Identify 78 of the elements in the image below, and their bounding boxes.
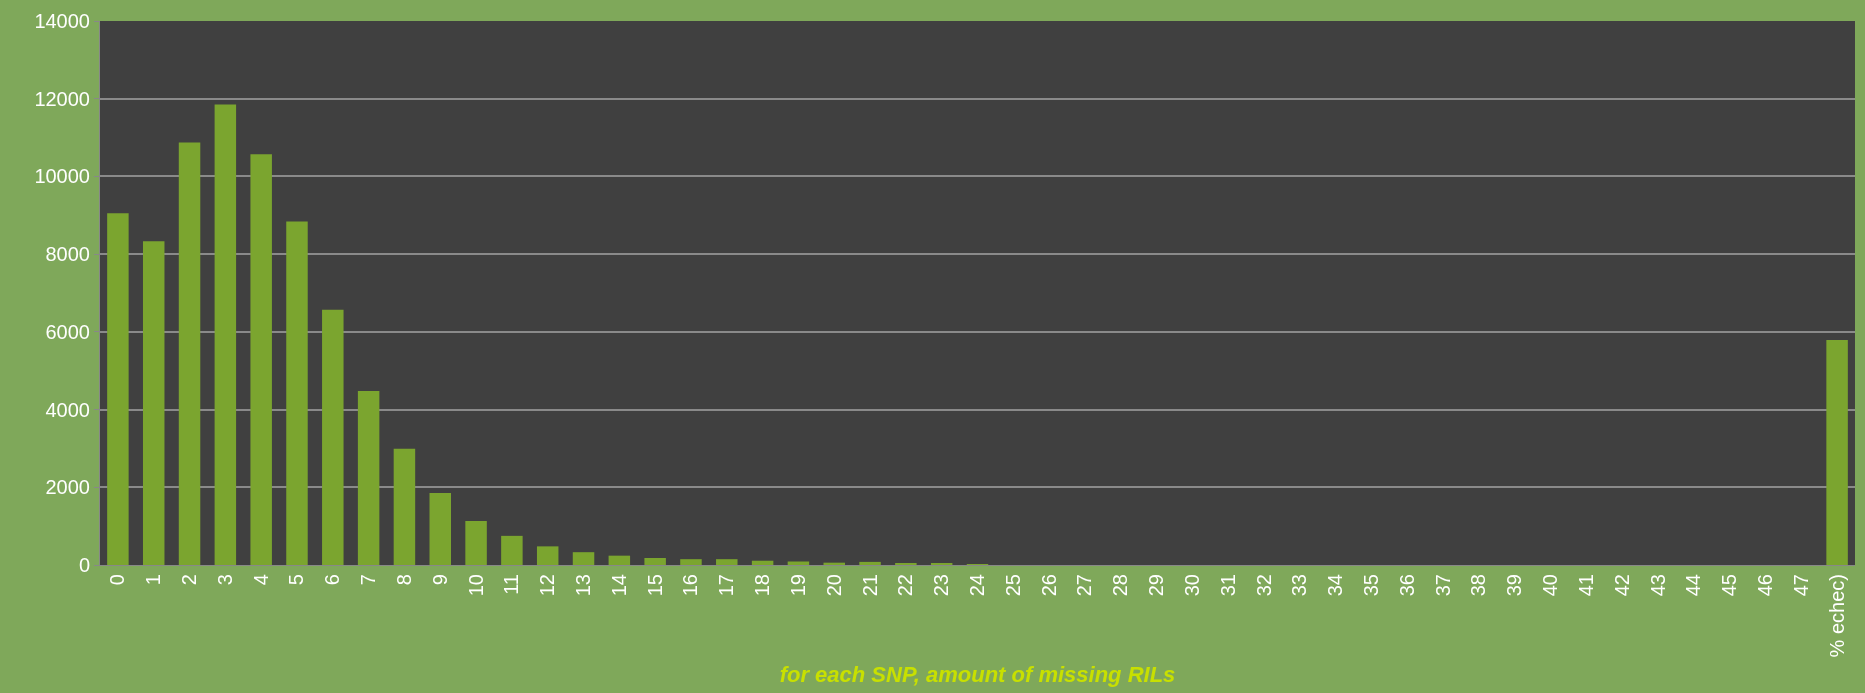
y-tick-label: 6000 [45, 320, 90, 343]
x-tick-label: 9 [428, 574, 451, 586]
x-tick-label: 3 [213, 574, 236, 586]
x-tick-label: 22 [894, 574, 917, 597]
x-axis-title: for each SNP, amount of missing RILs [779, 662, 1176, 688]
bar [286, 221, 308, 565]
x-tick-label: 29 [1145, 574, 1168, 597]
y-tick-label: 12000 [34, 87, 90, 110]
x-tick-label: 14 [607, 574, 630, 597]
y-tick-label: 14000 [34, 10, 90, 32]
x-tick-label: 37 [1431, 574, 1454, 597]
x-tick-label: 17 [715, 574, 738, 597]
x-tick-label: 45 [1718, 574, 1741, 597]
x-tick-label: 7 [357, 574, 380, 586]
x-tick-label: 31 [1216, 574, 1239, 597]
x-tick-label: 26 [1037, 574, 1060, 597]
bar [357, 390, 380, 565]
x-tick-label: 47 [1789, 574, 1812, 597]
x-tick-label: 11 [500, 574, 523, 595]
x-tick-label: 20 [822, 574, 845, 597]
x-tick-label: 43 [1646, 574, 1669, 597]
x-tick-label: 25 [1001, 574, 1024, 597]
x-tick-label: 15 [643, 574, 666, 597]
y-tick-label: 2000 [45, 476, 90, 499]
x-tick-label: 4 [249, 574, 272, 586]
x-tick-label: 40 [1539, 574, 1562, 597]
x-tick-label: 46 [1753, 574, 1776, 597]
x-tick-label: 0 [106, 574, 129, 586]
x-tick-label: 6 [321, 574, 344, 586]
x-tick-label: 10 [464, 574, 487, 597]
x-tick-label: 27 [1073, 574, 1096, 597]
x-tick-label: 18 [751, 574, 774, 597]
bar [393, 448, 416, 565]
x-tick-label: 21 [858, 574, 881, 597]
x-tick-label: 19 [786, 574, 809, 597]
x-tick-label: 34 [1324, 574, 1347, 597]
x-tick-label: % echec) [1825, 574, 1848, 658]
x-tick-label: 32 [1252, 574, 1275, 597]
bar [107, 213, 129, 565]
x-tick-label: 38 [1467, 574, 1490, 597]
bar [142, 241, 165, 565]
x-tick-label: 33 [1288, 574, 1311, 597]
x-tick-label: 16 [679, 574, 702, 597]
y-tick-label: 4000 [45, 398, 90, 421]
x-tick-label: 23 [930, 574, 953, 597]
x-tick-label: 39 [1503, 574, 1526, 597]
bar [1826, 340, 1848, 565]
bar [501, 535, 523, 565]
x-tick-label: 35 [1359, 574, 1382, 597]
x-tick-label: 13 [572, 574, 595, 597]
bar [680, 559, 702, 565]
bar [536, 546, 559, 565]
x-tick-label: 42 [1610, 574, 1633, 597]
bar [178, 142, 201, 565]
bar [429, 493, 451, 565]
bar [322, 309, 344, 565]
x-tick-label: 5 [285, 574, 308, 586]
x-tick-label: 8 [392, 574, 415, 586]
x-tick-label: 24 [966, 574, 988, 597]
x-tick-label: 28 [1109, 574, 1132, 597]
x-tick-label: 44 [1682, 574, 1705, 597]
y-tick-label: 8000 [45, 243, 90, 266]
bar [572, 552, 595, 565]
x-tick-label: 2 [178, 574, 201, 586]
bar [465, 521, 487, 565]
bar [716, 559, 738, 565]
bar [751, 560, 774, 565]
bar [214, 104, 237, 565]
x-tick-label: 1 [142, 574, 165, 586]
bar [644, 558, 666, 565]
x-tick-label: 41 [1574, 574, 1597, 597]
y-tick-label: 10000 [34, 165, 90, 188]
bar [608, 555, 631, 565]
bar [250, 154, 272, 565]
x-tick-label: 30 [1180, 574, 1203, 597]
bar [859, 561, 881, 565]
x-tick-label: 12 [536, 574, 559, 597]
x-tick-label: 36 [1395, 574, 1418, 597]
